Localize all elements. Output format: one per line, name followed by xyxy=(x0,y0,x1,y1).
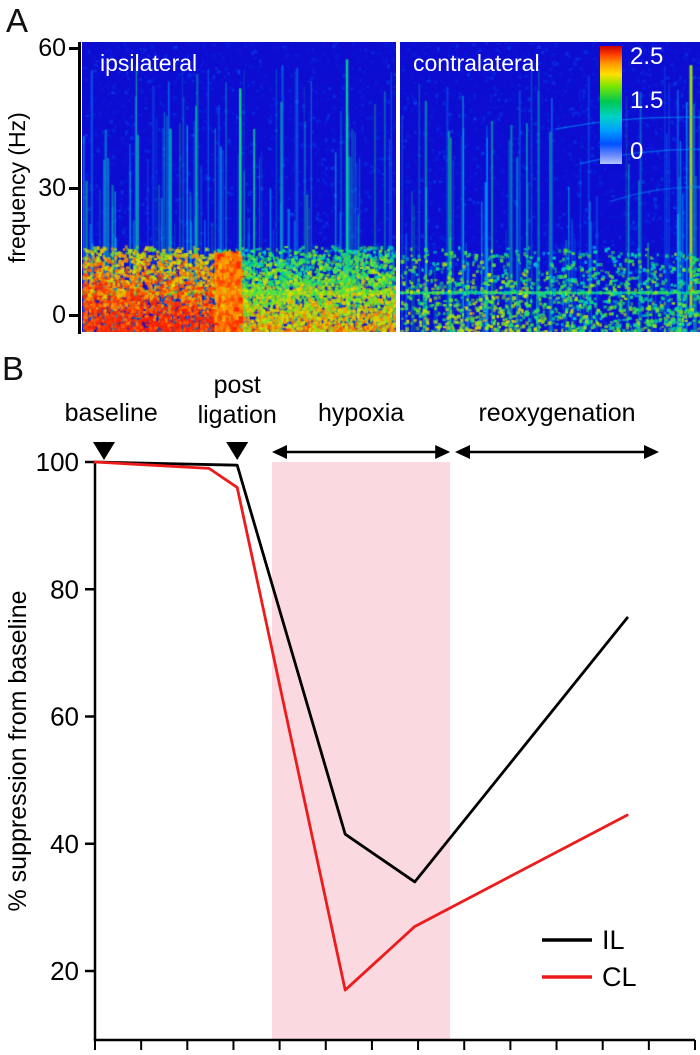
panel-a-label: A xyxy=(6,2,29,39)
freq-tickmark xyxy=(69,47,78,50)
colorbar-tick-2-5: 2.5 xyxy=(630,43,664,70)
freq-tickmark xyxy=(69,187,78,190)
spectrogram-contralateral xyxy=(400,42,700,332)
series-line-CL xyxy=(93,460,629,992)
spectrogram-left-title: ipsilateral xyxy=(100,50,198,76)
phase-label-reoxygenation: reoxygenation xyxy=(478,399,635,427)
freq-tick-label-60: 60 xyxy=(38,34,66,62)
colorbar xyxy=(600,46,622,164)
spectrogram-ipsilateral xyxy=(82,42,396,332)
legend-label-CL: CL xyxy=(602,962,637,992)
y-tick-label: 100 xyxy=(36,447,79,477)
phase-label-baseline: baseline xyxy=(65,399,158,427)
arrowhead-left-icon xyxy=(455,445,470,459)
y-tick-label: 40 xyxy=(50,829,79,859)
colorbar-tick-0: 0 xyxy=(630,138,644,165)
phase-label-post-ligation: ligation xyxy=(198,401,277,429)
phase-label-post-ligation: post xyxy=(214,371,261,399)
spectrogram-right-title: contralateral xyxy=(413,50,540,76)
hypoxia-shaded-region xyxy=(272,462,451,1040)
freq-tick-label-30: 30 xyxy=(38,174,66,202)
phase-label-hypoxia: hypoxia xyxy=(318,399,404,427)
phase-marker-post-ligation xyxy=(226,442,249,460)
freq-tick-label-0: 0 xyxy=(52,301,66,329)
y-tick-label: 80 xyxy=(50,574,79,604)
series-line-IL xyxy=(93,460,629,884)
chart-y-axis-label: % suppression from baseline xyxy=(4,591,32,912)
y-tick-label: 60 xyxy=(50,702,79,732)
phase-marker-baseline xyxy=(93,442,115,460)
arrowhead-right-icon xyxy=(435,445,451,459)
panel-b-label: B xyxy=(2,350,25,387)
arrowhead-right-icon xyxy=(644,445,659,459)
y-tick-label: 20 xyxy=(50,956,79,986)
legend-label-IL: IL xyxy=(602,925,625,955)
spectrogram-y-axis xyxy=(78,42,81,334)
arrowhead-left-icon xyxy=(272,445,287,459)
freq-tickmark xyxy=(69,314,78,317)
colorbar-tick-1-5: 1.5 xyxy=(630,87,664,114)
